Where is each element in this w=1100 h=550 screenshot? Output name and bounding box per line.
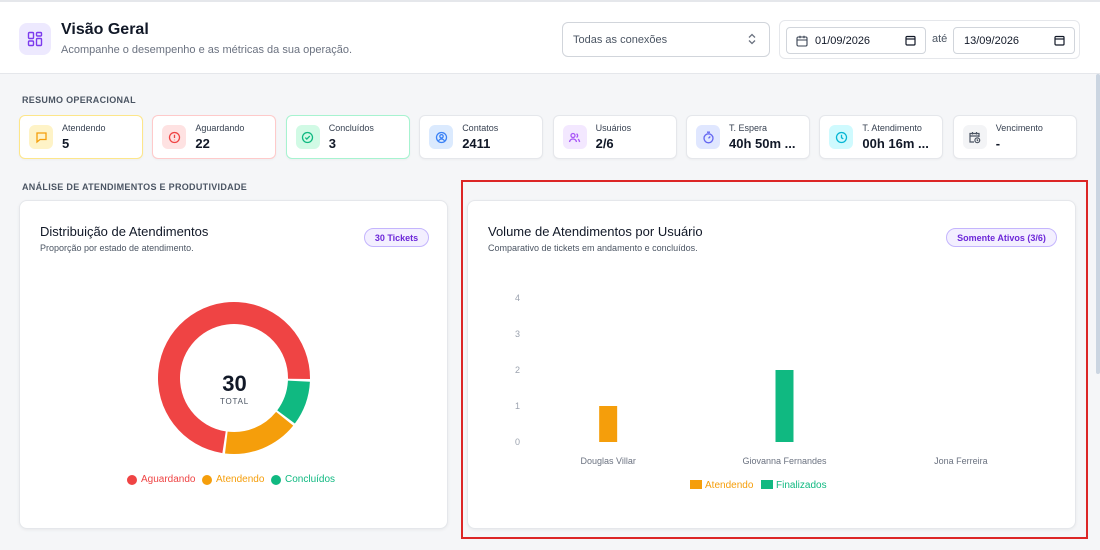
legend-item-finalizados[interactable]: Finalizados bbox=[761, 480, 827, 491]
stat-label: Concluídos bbox=[328, 123, 374, 133]
donut-chart bbox=[157, 302, 311, 454]
legend-label: Concluídos bbox=[285, 474, 336, 485]
donut-total-label: TOTAL bbox=[219, 397, 250, 406]
stat-value: - bbox=[995, 136, 1001, 151]
stat-label: Aguardando bbox=[195, 123, 245, 133]
scrollbar[interactable] bbox=[1096, 74, 1100, 374]
distribution-panel: Distribuição de Atendimentos Proporção p… bbox=[19, 200, 448, 529]
tickets-badge: 30 Tickets bbox=[364, 228, 429, 247]
date-separator: até bbox=[932, 33, 948, 45]
legend-dot bbox=[271, 474, 281, 485]
active-users-badge: Somente Ativos (3/6) bbox=[946, 228, 1057, 247]
legend-item-aguardando[interactable]: Aguardando bbox=[127, 474, 196, 485]
stat-value: 2411 bbox=[462, 136, 491, 151]
stat-value: 00h 16m ... bbox=[862, 136, 929, 151]
stat-card-aguardando: Aguardando 22 bbox=[152, 115, 277, 159]
donut-slice-atendendo[interactable] bbox=[225, 411, 294, 454]
donut-total-value: 30 bbox=[222, 371, 247, 396]
stat-card-t-atendimento: T. Atendimento 00h 16m ... bbox=[819, 115, 944, 159]
timer-icon bbox=[696, 125, 720, 149]
stat-label: T. Atendimento bbox=[862, 123, 922, 133]
stat-value: 40h 50m ... bbox=[729, 136, 796, 151]
bar-atendendo-douglas-villar[interactable] bbox=[599, 406, 618, 442]
stat-label: Contatos bbox=[462, 123, 499, 133]
summary-section-title: RESUMO OPERACIONAL bbox=[22, 95, 136, 105]
stat-label: Vencimento bbox=[995, 123, 1043, 133]
y-tick-label: 4 bbox=[515, 293, 520, 303]
stat-card-contatos: Contatos 2411 bbox=[419, 115, 544, 159]
calendar-icon bbox=[796, 35, 808, 47]
stat-label: T. Espera bbox=[729, 123, 768, 133]
analysis-section-title: ANÁLISE DE ATENDIMENTOS E PRODUTIVIDADE bbox=[22, 182, 248, 192]
stat-card-conclu-dos: Concluídos 3 bbox=[285, 115, 410, 159]
distribution-subtitle: Proporção por estado de atendimento. bbox=[40, 243, 194, 253]
stat-label: Atendendo bbox=[62, 123, 106, 133]
stat-value: 5 bbox=[62, 136, 70, 151]
calendar-clock-icon bbox=[962, 125, 987, 149]
distribution-title: Distribuição de Atendimentos bbox=[40, 224, 209, 239]
legend-swatch bbox=[761, 480, 773, 489]
date-to-input[interactable]: 13/09/2026 bbox=[953, 27, 1075, 54]
legend-item-concluídos[interactable]: Concluídos bbox=[271, 474, 335, 485]
connection-select[interactable]: Todas as conexões bbox=[562, 22, 770, 57]
donut-slice-concluídos[interactable] bbox=[277, 380, 310, 424]
alert-icon bbox=[162, 125, 187, 149]
volume-subtitle: Comparativo de tickets em andamento e co… bbox=[488, 243, 698, 253]
x-tick-label: Douglas Villar bbox=[580, 456, 635, 466]
legend-label: Finalizados bbox=[776, 480, 827, 491]
bar-chart: 0 1 2 3 4 Douglas Villar Giovanna Fernandes Jon… bbox=[515, 293, 988, 491]
x-tick-label: Jona Ferreira bbox=[934, 456, 988, 466]
chevron-updown-icon bbox=[747, 33, 757, 48]
legend-item-atendendo[interactable]: Atendendo bbox=[202, 474, 264, 485]
legend-swatch bbox=[690, 480, 702, 489]
dashboard-icon bbox=[19, 23, 51, 55]
y-tick-label: 3 bbox=[515, 329, 520, 339]
legend-item-atendendo[interactable]: Atendendo bbox=[690, 480, 754, 491]
clock-icon bbox=[829, 125, 854, 149]
legend-dot bbox=[202, 474, 212, 485]
y-tick-label: 0 bbox=[515, 437, 520, 447]
highlight-frame bbox=[461, 180, 1088, 539]
stat-card-atendendo: Atendendo 5 bbox=[19, 115, 143, 159]
message-icon bbox=[29, 125, 53, 149]
page-title: Visão Geral bbox=[61, 21, 149, 38]
calendar-picker-icon[interactable] bbox=[905, 35, 916, 46]
date-to-value: 13/09/2026 bbox=[964, 34, 1020, 47]
bar-finalizados-giovanna-fernandes[interactable] bbox=[775, 370, 794, 442]
y-tick-label: 1 bbox=[515, 401, 520, 411]
check-circle-icon bbox=[295, 125, 320, 149]
y-tick-label: 2 bbox=[515, 365, 520, 375]
legend-label: Atendendo bbox=[705, 480, 754, 491]
stat-card-t-espera: T. Espera 40h 50m ... bbox=[686, 115, 810, 159]
legend-label: Aguardando bbox=[141, 474, 196, 485]
stat-value: 2/6 bbox=[595, 136, 614, 151]
stat-value: 3 bbox=[328, 136, 337, 151]
stat-label: Usuários bbox=[595, 123, 632, 133]
stat-card-vencimento: Vencimento - bbox=[952, 115, 1077, 159]
x-tick-label: Giovanna Fernandes bbox=[742, 456, 827, 466]
volume-panel: Volume de Atendimentos por Usuário Compa… bbox=[467, 200, 1076, 529]
legend-label: Atendendo bbox=[216, 474, 265, 485]
stat-card-usu-rios: Usuários 2/6 bbox=[552, 115, 677, 159]
date-range-filter: 01/09/2026 até 13/09/2026 bbox=[779, 20, 1080, 59]
stat-value: 22 bbox=[195, 136, 210, 151]
page-subtitle: Acompanhe o desempenho e as métricas da … bbox=[61, 44, 353, 56]
date-from-input[interactable]: 01/09/2026 bbox=[786, 27, 926, 54]
contact-icon bbox=[429, 125, 454, 149]
legend-dot bbox=[127, 474, 137, 485]
users-icon bbox=[562, 125, 587, 149]
date-from-value: 01/09/2026 bbox=[815, 34, 871, 47]
top-header: Visão Geral Acompanhe o desempenho e as … bbox=[0, 0, 1100, 74]
calendar-picker-icon[interactable] bbox=[1054, 35, 1065, 46]
volume-title: Volume de Atendimentos por Usuário bbox=[488, 224, 703, 239]
connection-select-value: Todas as conexões bbox=[573, 33, 668, 46]
